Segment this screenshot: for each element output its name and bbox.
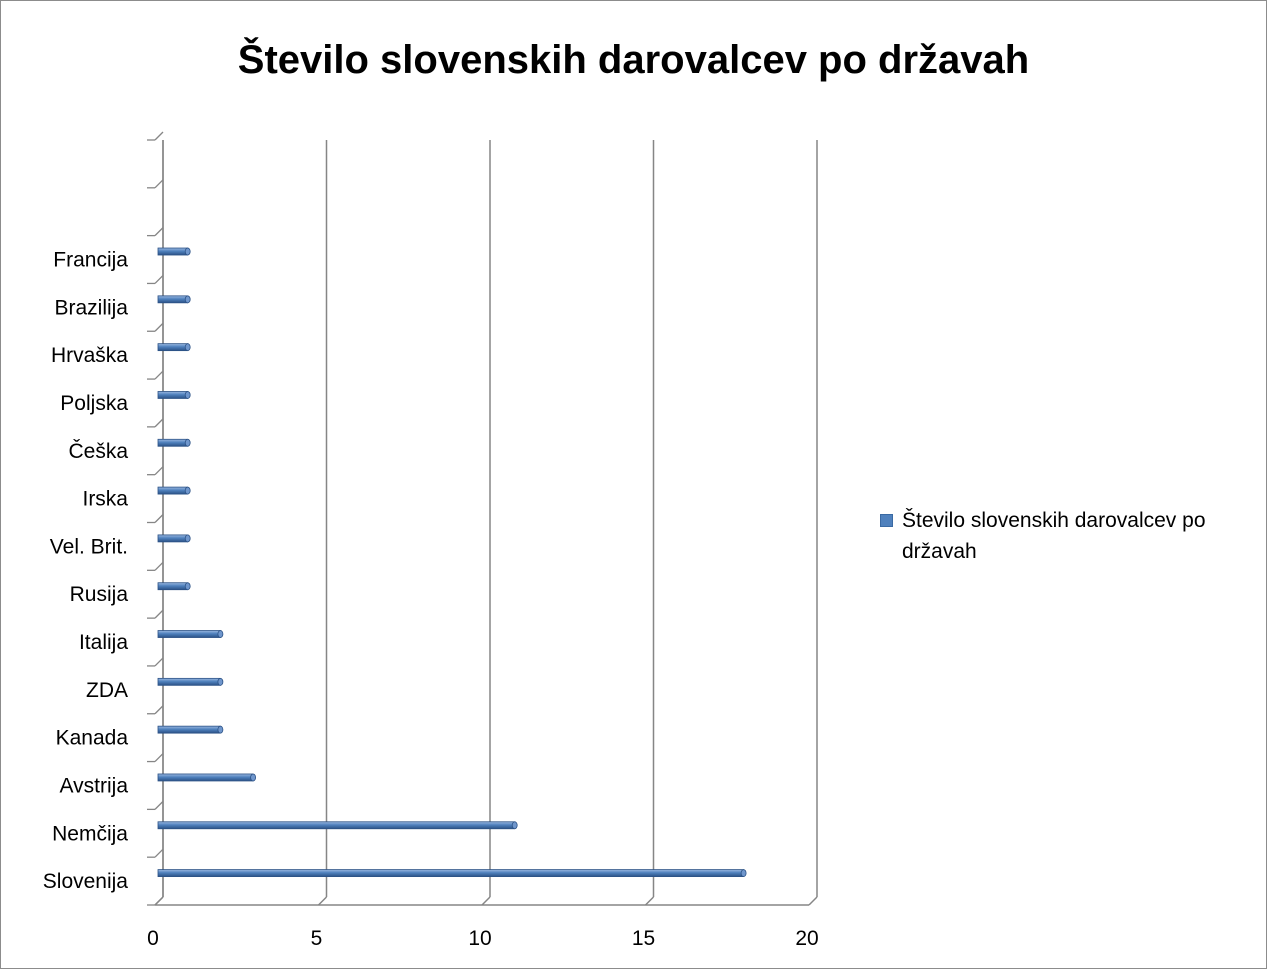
y-category-label: Avstrija (60, 774, 129, 797)
bar (157, 582, 189, 591)
x-tick-label: 15 (632, 927, 655, 950)
gridline-foot (317, 896, 328, 906)
y-tick-depth (154, 657, 164, 667)
bar-cap (217, 630, 224, 638)
y-category-label: Češka (68, 440, 128, 463)
y-tick-depth (154, 896, 164, 906)
bar (157, 486, 189, 495)
y-tick-depth (154, 227, 164, 237)
bar (157, 295, 189, 304)
y-tick-depth (154, 848, 164, 858)
y-category-label: Francija (53, 249, 128, 272)
bar-cap (184, 391, 191, 399)
y-tick-depth (154, 322, 164, 332)
bar-cap (184, 534, 191, 543)
bar (157, 343, 189, 352)
gridline-foot (644, 896, 655, 906)
y-category-label: Italija (79, 631, 128, 654)
bar (157, 821, 516, 830)
x-tick-label: 10 (468, 927, 491, 950)
y-category-label: Irska (82, 488, 128, 511)
y-tick-depth (154, 753, 164, 763)
bar (157, 630, 221, 638)
x-tick-label: 0 (147, 927, 159, 950)
y-tick-depth (154, 131, 164, 141)
gridline-foot (481, 896, 491, 906)
y-category-label: Hrvaška (51, 344, 128, 367)
bar (157, 391, 189, 399)
bar (157, 773, 254, 782)
y-tick-depth (154, 514, 164, 523)
chart-title: Število slovenskih darovalcev po državah (237, 38, 1030, 82)
y-category-label: ZDA (86, 679, 128, 702)
y-tick-depth (154, 418, 164, 428)
y-tick-depth (154, 561, 164, 571)
y-category-label: Brazilija (54, 296, 128, 319)
y-tick-depth (154, 609, 164, 619)
bar-cap (217, 725, 224, 734)
y-category-label: Vel. Brit. (50, 535, 128, 558)
y-category-label: Kanada (56, 727, 129, 750)
bar-cap (184, 486, 191, 495)
bar-cap (184, 343, 191, 352)
legend-swatch (880, 514, 893, 527)
y-tick-depth (154, 705, 164, 715)
y-tick-depth (154, 179, 164, 189)
y-tick-depth (154, 274, 164, 284)
bar (157, 247, 189, 256)
bar-cap (511, 821, 518, 830)
bar-cap (740, 869, 747, 877)
gridline-foot (808, 896, 818, 906)
bar-cap (250, 773, 257, 782)
bar-cap (184, 247, 191, 256)
x-tick-label: 20 (795, 927, 818, 950)
y-tick-depth (154, 370, 164, 380)
bar-cap (184, 438, 191, 447)
bar-cap (217, 677, 224, 686)
bar-cap (184, 295, 191, 304)
bar (157, 677, 221, 686)
bar (157, 438, 189, 447)
y-category-label: Nemčija (52, 822, 128, 845)
y-tick-depth (154, 800, 164, 810)
y-category-label: Slovenija (43, 870, 129, 893)
bar-cap (184, 582, 191, 591)
y-category-label: Poljska (60, 392, 128, 415)
bar (157, 534, 189, 543)
bar (157, 725, 221, 734)
x-tick-label: 5 (311, 927, 323, 950)
y-category-label: Rusija (70, 583, 129, 606)
legend: Število slovenskih darovalcev po državah (880, 505, 1260, 567)
y-tick-depth (154, 466, 164, 476)
legend-label: Število slovenskih darovalcev po državah (902, 509, 1206, 563)
bar (157, 869, 744, 877)
